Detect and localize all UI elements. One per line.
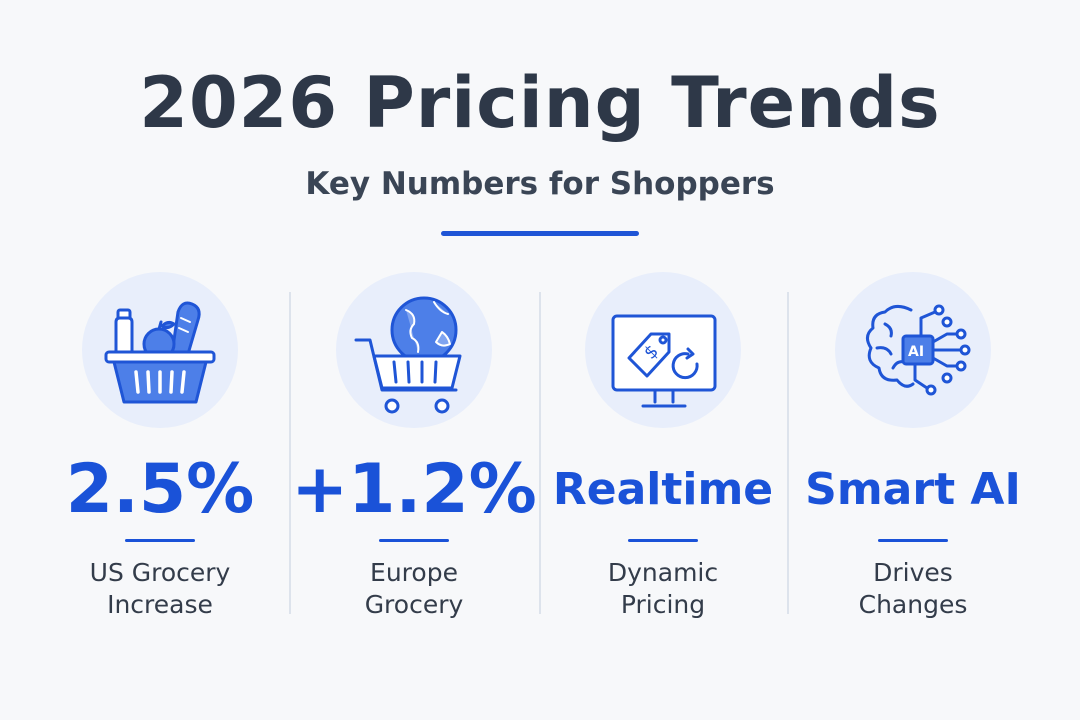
stat-value: Smart AI — [805, 464, 1021, 515]
page-title: 2026 Pricing Trends — [139, 62, 941, 144]
page-subtitle: Key Numbers for Shoppers — [305, 166, 775, 202]
stat-value: 2.5% — [65, 450, 255, 529]
stat-label: Drives Changes — [858, 558, 968, 619]
title-underline — [441, 231, 639, 236]
column-divider — [289, 292, 291, 614]
stat-rule — [628, 539, 698, 542]
stat-label: Dynamic Pricing — [607, 558, 719, 619]
stat-rule — [125, 539, 195, 542]
stat-label: US Grocery Increase — [89, 558, 231, 619]
column-divider — [539, 292, 541, 614]
stat-value: +1.2% — [291, 450, 537, 529]
stat-us-grocery: 2.5% US Grocery Increase — [35, 272, 285, 632]
stat-dynamic-pricing: $ Realtime Dynamic Pricing — [538, 272, 788, 632]
ai-brain-icon: AI — [835, 272, 991, 428]
column-divider — [787, 292, 789, 614]
stat-rule — [379, 539, 449, 542]
stat-value: Realtime — [552, 464, 774, 515]
stat-smart-ai: AI Smart AI Drives Changes — [788, 272, 1038, 632]
stat-label: Europe Grocery — [364, 558, 464, 619]
stat-rule — [878, 539, 948, 542]
svg-text:AI: AI — [908, 344, 924, 360]
stat-europe-grocery: +1.2% Europe Grocery — [289, 272, 539, 632]
cart-globe-icon — [336, 272, 492, 428]
monitor-price-tag-icon: $ — [585, 272, 741, 428]
grocery-basket-icon — [82, 272, 238, 428]
